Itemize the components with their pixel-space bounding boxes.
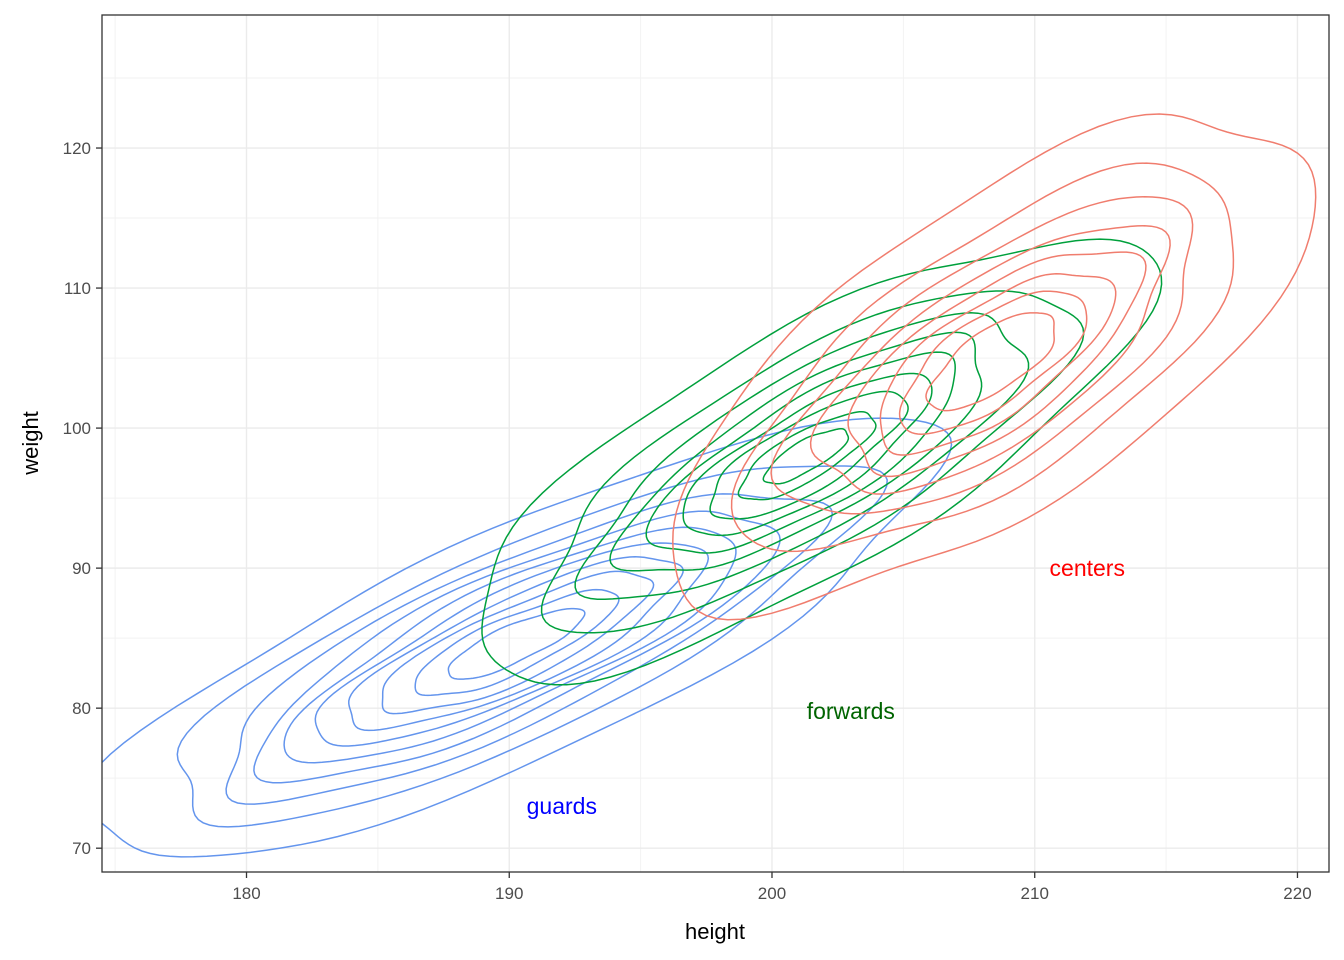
contour-line-guards xyxy=(447,607,586,680)
y-tick-label: 100 xyxy=(63,419,91,438)
contour-line-guards xyxy=(314,542,710,747)
plot-background xyxy=(102,15,1329,872)
contour-line-forwards xyxy=(481,238,1163,686)
y-tick-label: 120 xyxy=(63,139,91,158)
y-tick-label: 80 xyxy=(72,699,91,718)
contour-line-guards xyxy=(348,556,684,732)
contour-line-forwards xyxy=(737,410,877,501)
panel-border xyxy=(101,14,1330,873)
y-tick-label: 90 xyxy=(72,559,91,578)
x-axis-ticks: 180 190 200 210 220 xyxy=(232,872,1312,903)
x-tick-label: 200 xyxy=(758,884,786,903)
series-annotations: guards forwards centers xyxy=(527,555,1125,819)
contour-line-centers xyxy=(730,162,1235,553)
x-tick-label: 190 xyxy=(495,884,523,903)
contour-line-guards xyxy=(381,570,655,715)
annotation-guards: guards xyxy=(527,793,597,819)
contour-line-guards xyxy=(102,417,953,858)
contour-line-centers xyxy=(809,225,1171,495)
contour-line-guards xyxy=(176,465,888,828)
y-axis-ticks: 70 80 90 100 110 120 xyxy=(63,139,102,858)
contour-line-guards xyxy=(283,526,737,764)
annotation-centers: centers xyxy=(1050,555,1125,581)
contour-line-centers xyxy=(770,196,1194,515)
contour-line-forwards xyxy=(574,312,1030,600)
major-gridlines xyxy=(102,15,1329,872)
y-tick-label: 70 xyxy=(72,839,91,858)
y-tick-label: 110 xyxy=(64,279,91,298)
contour-line-guards xyxy=(253,510,781,784)
x-tick-label: 180 xyxy=(232,884,260,903)
contour-line-centers xyxy=(898,290,1088,435)
y-axis-title: weight xyxy=(18,411,43,476)
contour-line-guards xyxy=(414,588,620,697)
x-tick-label: 220 xyxy=(1283,884,1311,903)
contour-group-guards xyxy=(102,417,953,858)
contour-line-guards xyxy=(225,493,834,805)
contour-line-forwards xyxy=(709,390,909,520)
contour-line-centers xyxy=(925,312,1055,412)
contour-line-centers xyxy=(672,113,1317,621)
contour-group-centers xyxy=(672,113,1317,621)
x-axis-title: height xyxy=(685,919,745,944)
minor-gridlines xyxy=(102,15,1329,872)
contour-line-centers xyxy=(879,273,1117,456)
contour-layer xyxy=(102,113,1317,858)
contour-line-forwards xyxy=(762,428,850,485)
annotation-forwards: forwards xyxy=(807,698,895,724)
x-tick-label: 210 xyxy=(1021,884,1049,903)
contour-line-centers xyxy=(847,251,1147,478)
